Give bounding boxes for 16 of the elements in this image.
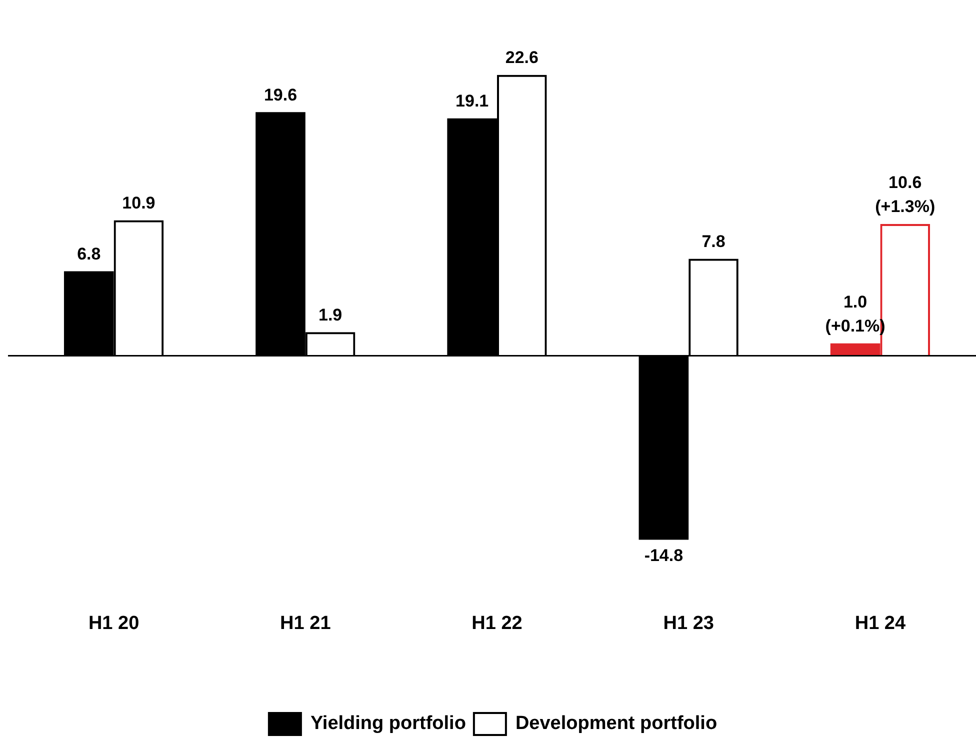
legend-label: Development portfolio (515, 713, 718, 734)
data-label: 22.6 (505, 48, 538, 68)
data-label: -14.8 (644, 546, 684, 565)
data-label: 19.1 (456, 92, 489, 111)
legend-label: Yielding portfolio (310, 713, 466, 734)
data-label: 10.6 (+1.3%) (875, 173, 936, 216)
x-tick-label: H1 22 (472, 612, 522, 634)
data-label: 1.9 (318, 305, 342, 324)
data-label: 19.6 (264, 85, 298, 104)
data-label: 7.8 (702, 232, 726, 251)
x-tick-label: H1 20 (88, 612, 140, 634)
x-tick-label: H1 23 (663, 612, 714, 634)
data-label: 6.8 (77, 244, 101, 264)
data-label: 10.9 (122, 193, 156, 212)
x-tick-label: H1 21 (280, 612, 332, 634)
x-tick-label: H1 24 (854, 612, 906, 634)
